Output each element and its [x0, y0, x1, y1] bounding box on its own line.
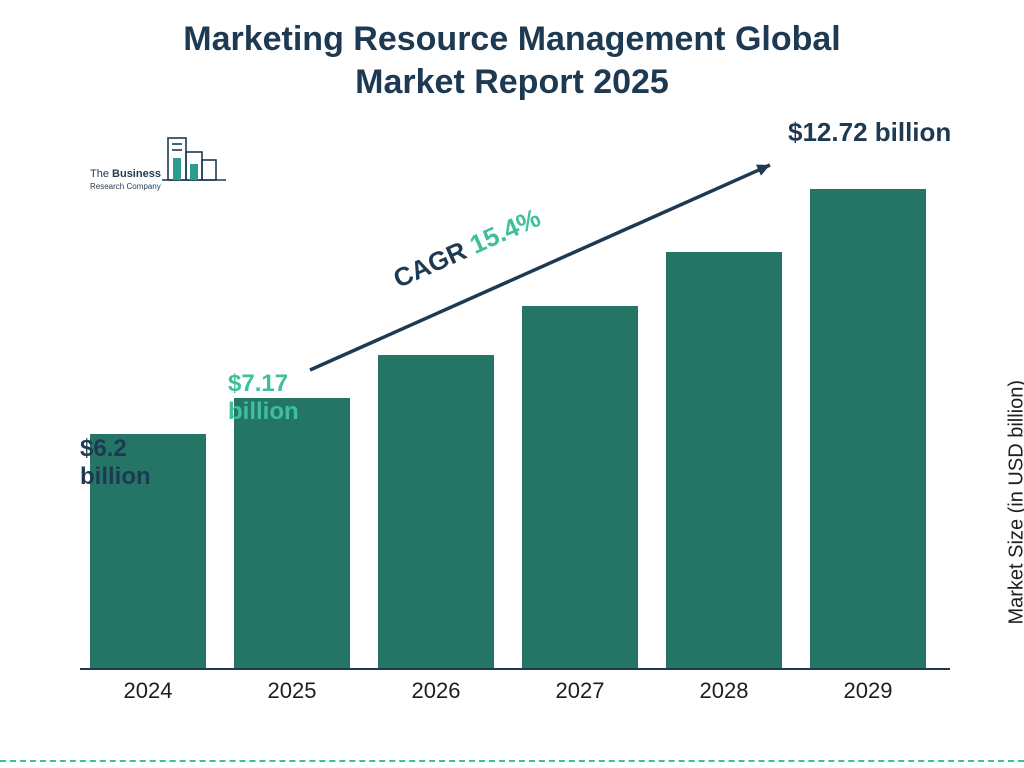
bottom-dashed-line	[0, 760, 1024, 762]
xlabel-2028: 2028	[666, 678, 782, 704]
data-label-1: $7.17billion	[228, 370, 299, 425]
xlabel-2027: 2027	[522, 678, 638, 704]
bar-2026	[378, 355, 494, 668]
title-line-2: Market Report 2025	[355, 63, 669, 101]
data-label-2: $12.72 billion	[788, 118, 951, 148]
xlabel-2026: 2026	[378, 678, 494, 704]
x-axis-line	[80, 668, 950, 670]
xlabel-2025: 2025	[234, 678, 350, 704]
bar-2028	[666, 252, 782, 669]
bar-2029	[810, 189, 926, 668]
data-label-0: $6.2billion	[80, 435, 151, 490]
title-line-1: Marketing Resource Management Global	[183, 20, 841, 58]
bar-2025	[234, 398, 350, 668]
bar-2027	[522, 306, 638, 668]
chart-title: Marketing Resource Management Global Mar…	[0, 18, 1024, 103]
xlabel-2029: 2029	[810, 678, 926, 704]
y-axis-label: Market Size (in USD billion)	[1006, 380, 1024, 625]
xlabel-2024: 2024	[90, 678, 206, 704]
